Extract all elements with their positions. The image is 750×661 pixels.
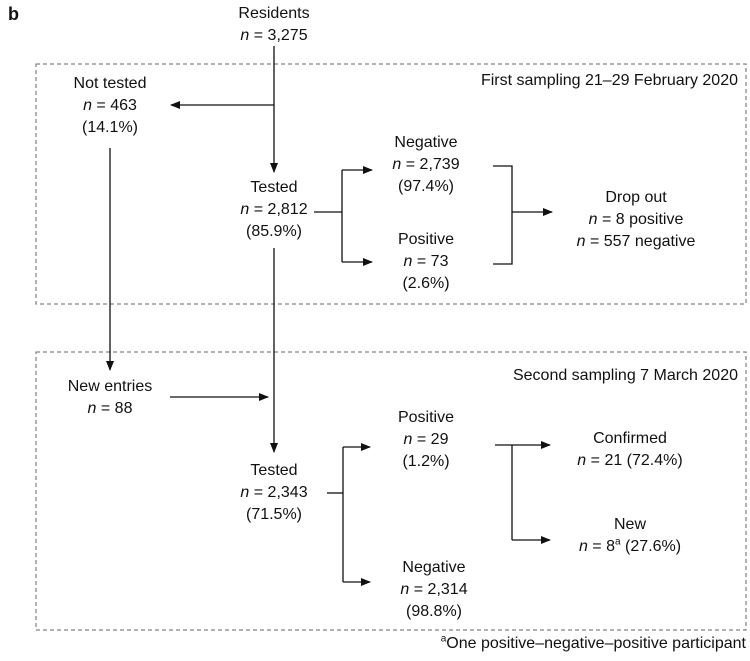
negative-2-percent: (98.8%) [405,603,463,620]
new-entries-label: New entries [67,378,153,395]
negative-1-label: Negative [394,134,458,151]
drop-out-negative: 557 negative [603,233,696,250]
footnote: aOne positive–negative–positive particip… [440,633,746,653]
footnote-text: One positive–negative–positive participa… [446,635,746,652]
tested-1-count: 2,812 [267,201,308,218]
negative-1-percent: (97.4%) [397,178,455,195]
residents-label: Residents [238,5,310,22]
positive-1-label: Positive [397,231,455,248]
not-tested-node: Not tested n = 463 (14.1%) [50,73,170,139]
tested-2-label: Tested [250,462,298,479]
tested-2-count: 2,343 [267,484,308,501]
residents-node: Residents n = 3,275 [214,3,334,47]
positive-2-count: 29 [430,431,449,448]
negative-2-label: Negative [402,559,466,576]
positive-1-percent: (2.6%) [402,275,450,292]
not-tested-percent: (14.1%) [81,119,139,136]
tested-1-node: Tested n = 2,812 (85.9%) [214,177,334,243]
drop-out-label: Drop out [605,189,667,206]
confirmed-count: 21 (72.4%) [604,452,683,469]
new-node: New n = 8a (27.6%) [555,514,705,558]
negative-2-node: Negative n = 2,314 (98.8%) [374,557,494,623]
residents-count: 3,275 [267,27,308,44]
not-tested-label: Not tested [73,75,147,92]
new-percent: (27.6%) [620,538,682,555]
new-footnote-marker: a [615,536,621,548]
new-count: 8 [606,538,615,555]
negative-1-node: Negative n = 2,739 (97.4%) [366,132,486,198]
positive-2-node: Positive n = 29 (1.2%) [366,407,486,473]
positive-2-percent: (1.2%) [402,453,450,470]
negative-1-count: 2,739 [419,156,460,173]
footnote-marker: a [440,633,447,645]
positive-1-node: Positive n = 73 (2.6%) [366,229,486,295]
positive-1-count: 73 [430,253,449,270]
tested-2-node: Tested n = 2,343 (71.5%) [214,460,334,526]
first-sampling-frame [35,63,747,305]
panel-label: b [8,4,19,24]
new-entries-node: New entries n = 88 [50,376,170,420]
second-sampling-frame [35,351,747,631]
new-entries-count: 88 [114,400,133,417]
tested-1-label: Tested [250,179,298,196]
positive-2-label: Positive [397,409,455,426]
tested-2-percent: (71.5%) [245,506,303,523]
drop-out-positive: 8 positive [615,211,684,228]
drop-out-node: Drop out n = 8 positive n = 557 negative [556,187,716,253]
negative-2-count: 2,314 [427,581,468,598]
new-label: New [613,516,646,533]
confirmed-label: Confirmed [593,430,667,447]
confirmed-node: Confirmed n = 21 (72.4%) [555,428,705,472]
second-sampling-title: Second sampling 7 March 2020 [512,367,738,384]
tested-1-percent: (85.9%) [245,223,303,240]
dropout-bracket [493,165,513,265]
first-sampling-title: First sampling 21–29 February 2020 [480,72,738,89]
not-tested-count: 463 [110,97,137,114]
